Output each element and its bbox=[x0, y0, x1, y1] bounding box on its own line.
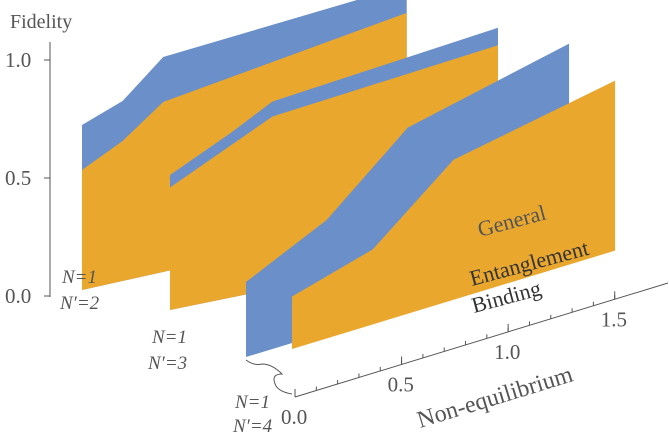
x-axis-line bbox=[294, 282, 669, 398]
x-tick-label: 1.5 bbox=[601, 307, 627, 331]
x-axis-ticks: 0.0 0.5 1.0 1.5 bbox=[281, 291, 627, 429]
panel-brace bbox=[245, 359, 293, 395]
panel-label-n1-np2-bottom: N′=2 bbox=[59, 293, 100, 314]
x-axis-label: Non-equilibrium bbox=[414, 362, 576, 434]
y-tick-label: 1.0 bbox=[5, 48, 31, 72]
x-tick-label: 1.0 bbox=[494, 340, 520, 364]
x-tick-label: 0.5 bbox=[388, 372, 414, 396]
panel-label-n1-np4-bottom: N′=4 bbox=[232, 416, 273, 435]
y-tick-label: 0.0 bbox=[5, 284, 31, 308]
y-axis-ticks: 0.0 0.5 1.0 bbox=[5, 48, 50, 308]
binding-sheet bbox=[292, 80, 616, 349]
panel-label-n1-np2-top: N=1 bbox=[61, 267, 97, 288]
panel-label-n1-np3-top: N=1 bbox=[151, 327, 187, 348]
y-axis-label: Fidelity bbox=[10, 11, 72, 33]
panel-label-n1-np3-bottom: N′=3 bbox=[147, 353, 187, 374]
y-tick-label: 0.5 bbox=[5, 166, 31, 190]
panels bbox=[82, 0, 616, 357]
x-tick-label: 0.0 bbox=[281, 405, 307, 429]
panel-label-n1-np4-top: N=1 bbox=[234, 392, 270, 413]
